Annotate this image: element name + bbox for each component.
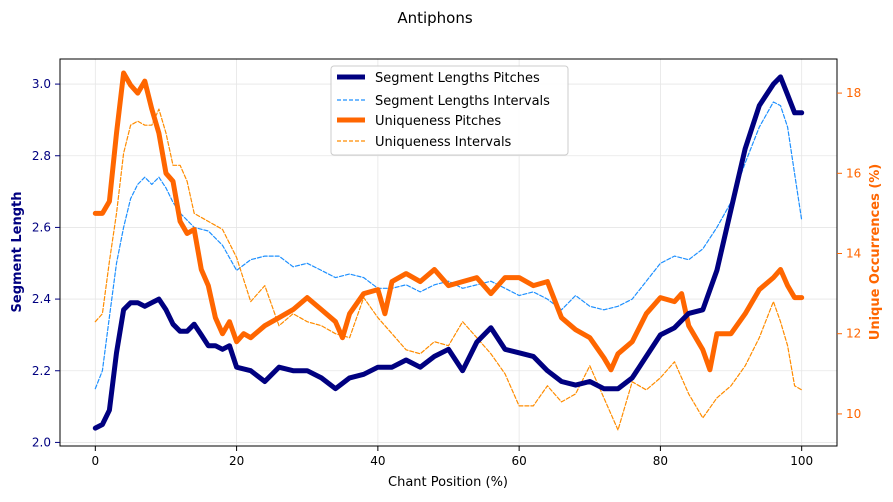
right-tick-label: 12: [846, 327, 861, 341]
right-axis-ticks: 10 12 14 16 18: [837, 86, 861, 421]
left-tick-label: 2.6: [32, 220, 51, 234]
series-uniqueness-intervals: [94, 108, 803, 431]
left-tick-label: 3.0: [32, 77, 51, 91]
series-segment-lengths-intervals: [94, 101, 803, 390]
x-axis-ticks: 0 20 40 60 80 100: [91, 446, 813, 468]
legend-box: [330, 65, 569, 156]
legend: Segment Lengths Pitches Segment Lengths …: [330, 65, 569, 156]
legend-label-uniq-intervals: Uniqueness Intervals: [375, 135, 512, 150]
right-tick-label: 18: [846, 86, 861, 100]
legend-label-seg-pitches: Segment Lengths Pitches: [375, 71, 540, 86]
x-axis-label: Chant Position (%): [388, 475, 508, 490]
left-tick-label: 2.0: [32, 435, 51, 449]
right-axis-label: Unique Occurrences (%): [868, 164, 883, 340]
plot-frame: [59, 58, 838, 447]
x-tick-label: 40: [370, 454, 385, 468]
x-tick-label: 0: [91, 454, 99, 468]
x-tick-label: 60: [511, 454, 526, 468]
x-tick-label: 20: [229, 454, 244, 468]
series-segment-lengths-pitches: [92, 74, 805, 431]
left-axis-ticks: 2.0 2.2 2.4 2.6 2.8 3.0: [32, 77, 60, 449]
left-tick-label: 2.4: [32, 292, 51, 306]
x-tick-label: 80: [653, 454, 668, 468]
legend-label-seg-intervals: Segment Lengths Intervals: [375, 94, 550, 109]
left-axis-label: Segment Length: [10, 192, 25, 313]
right-tick-label: 14: [846, 247, 861, 261]
right-tick-label: 16: [846, 166, 861, 180]
chart-title: Antiphons: [397, 9, 473, 27]
left-tick-label: 2.2: [32, 364, 51, 378]
series-layer: [92, 70, 805, 431]
x-tick-label: 100: [790, 454, 813, 468]
legend-label-uniq-pitches: Uniqueness Pitches: [375, 114, 501, 129]
right-tick-label: 10: [846, 407, 861, 421]
left-tick-label: 2.8: [32, 149, 51, 163]
